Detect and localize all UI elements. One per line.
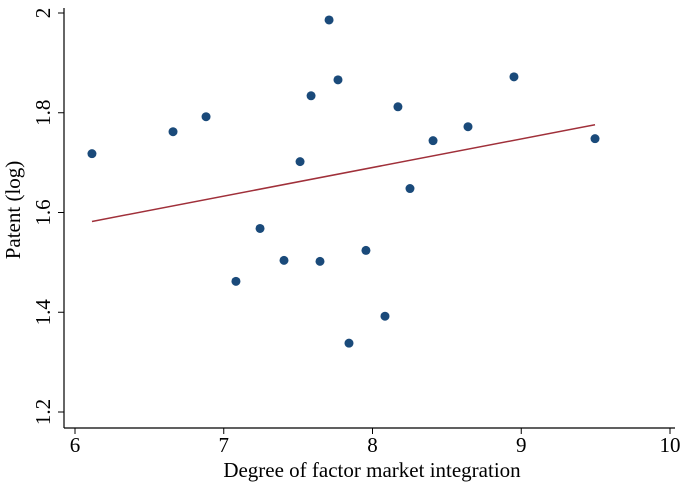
point [306, 91, 316, 101]
point [87, 149, 97, 159]
point [361, 245, 371, 255]
fit-line [91, 123, 596, 223]
y-tick-label: 1.4 [31, 299, 55, 326]
point [295, 157, 305, 167]
point [279, 255, 289, 265]
point [405, 184, 415, 194]
point [168, 127, 178, 137]
point [324, 15, 334, 25]
point [201, 112, 211, 122]
y-axis-label: Patent (log) [1, 161, 25, 260]
point [590, 134, 600, 144]
x-tick-label: 9 [516, 433, 527, 457]
point [380, 311, 390, 321]
point [344, 338, 354, 348]
point [315, 256, 325, 266]
x-axis-label: Degree of factor market integration [223, 458, 521, 482]
point [393, 102, 403, 112]
x-tick-label: 8 [367, 433, 378, 457]
point [333, 75, 343, 85]
point [255, 223, 265, 233]
y-tick-label: 1.2 [31, 399, 55, 425]
y-tick-label: 1.6 [31, 199, 55, 225]
y-tick-label: 1.8 [31, 100, 55, 126]
y-tick-label: 2 [31, 8, 55, 19]
point [231, 276, 241, 286]
point [509, 72, 519, 82]
x-tick-label: 7 [219, 433, 230, 457]
point [463, 122, 473, 132]
x-tick-label: 10 [660, 433, 681, 457]
point [428, 136, 438, 146]
x-tick-label: 6 [70, 433, 81, 457]
